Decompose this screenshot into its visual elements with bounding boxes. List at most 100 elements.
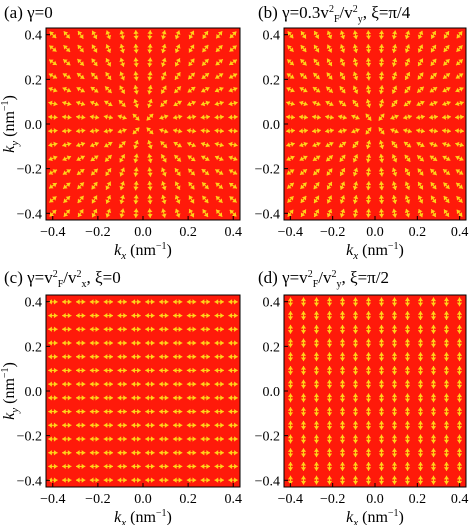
vector-arrow: [186, 326, 197, 332]
vector-arrow: [378, 462, 385, 471]
vector-arrow: [172, 367, 183, 374]
vector-arrow: [186, 354, 197, 360]
vector-arrow: [119, 154, 126, 163]
vector-arrow: [417, 352, 424, 362]
vector-arrow: [417, 72, 424, 80]
vector-arrow: [90, 86, 99, 93]
vector-arrow: [89, 450, 100, 456]
vector-arrow: [159, 114, 169, 120]
vector-arrow: [352, 85, 359, 94]
vector-arrow: [187, 168, 196, 176]
vector-arrow: [442, 114, 451, 120]
vector-arrow: [287, 462, 294, 471]
vector-arrow: [390, 128, 399, 134]
vector-arrow: [75, 381, 86, 387]
vector-arrow: [391, 324, 398, 334]
vector-arrow: [378, 194, 385, 204]
vector-arrow: [133, 194, 139, 205]
x-tick-label: 0.4: [451, 225, 469, 240]
x-tick-label: −0.2: [320, 492, 345, 507]
vector-arrow: [417, 58, 424, 67]
vector-arrow: [352, 366, 359, 375]
vector-arrow: [214, 312, 224, 319]
vector-arrow: [89, 100, 100, 107]
vector-arrow: [416, 154, 425, 162]
vector-arrow: [378, 366, 385, 375]
vector-arrow: [187, 86, 196, 93]
vector-arrow: [286, 100, 295, 107]
vector-arrow: [287, 31, 294, 39]
vector-arrow: [48, 408, 58, 415]
panel-c-title: (c) γ=v2F/v2x, ξ=0: [4, 268, 121, 290]
vector-arrow: [404, 208, 411, 218]
vector-arrow: [159, 367, 169, 374]
vector-arrow: [339, 58, 346, 67]
vector-arrow: [77, 208, 84, 218]
vector-arrow: [172, 299, 183, 305]
vector-arrow: [417, 338, 424, 348]
vector-arrow: [147, 181, 153, 191]
vector-arrow: [62, 395, 72, 401]
vector-arrow: [404, 181, 411, 190]
vector-arrow: [455, 100, 464, 107]
vector-arrow: [119, 85, 126, 94]
y-tick-label: 0.4: [25, 296, 43, 311]
vector-arrow: [352, 167, 359, 177]
vector-arrow: [75, 367, 86, 374]
vector-arrow: [48, 155, 58, 162]
vector-arrow: [200, 422, 211, 428]
vector-arrow: [49, 31, 57, 39]
vector-arrow: [117, 395, 127, 401]
vector-arrow: [378, 99, 385, 108]
vector-arrow: [300, 462, 307, 471]
vector-arrow: [48, 86, 58, 93]
vector-arrow: [404, 58, 411, 67]
vector-arrow: [443, 462, 450, 471]
vector-arrow: [300, 420, 307, 430]
vector-arrow: [48, 395, 58, 401]
vector-arrow: [228, 312, 238, 319]
vector-arrow: [90, 72, 99, 80]
vector-arrow: [186, 422, 197, 428]
vector-arrow: [117, 408, 127, 415]
vector-arrow: [326, 407, 333, 416]
vector-arrow: [133, 43, 139, 54]
vector-arrow: [299, 168, 308, 176]
vector-arrow: [145, 340, 155, 346]
vector-arrow: [352, 407, 359, 416]
vector-arrow: [352, 324, 359, 334]
vector-arrow: [228, 463, 238, 470]
vector-arrow: [131, 408, 141, 415]
vector-arrow: [429, 141, 438, 148]
vector-arrow: [313, 352, 320, 362]
vector-arrow: [214, 477, 224, 483]
vector-arrow: [105, 167, 112, 177]
vector-arrow: [90, 155, 99, 162]
vector-arrow: [62, 381, 72, 387]
vector-arrow: [89, 354, 100, 360]
vector-arrow: [326, 72, 333, 80]
vector-arrow: [378, 167, 385, 177]
vector-arrow: [417, 311, 424, 320]
vector-arrow: [339, 407, 346, 416]
vector-arrow: [339, 181, 346, 190]
vector-arrow: [429, 168, 438, 176]
vector-arrow: [89, 422, 100, 428]
vector-arrow: [456, 448, 463, 458]
vector-arrow: [160, 99, 168, 108]
vector-arrow: [76, 86, 85, 93]
vector-arrow: [443, 209, 450, 218]
vector-arrow: [159, 408, 169, 415]
vector-arrow: [339, 208, 346, 218]
vector-arrow: [147, 208, 153, 218]
vector-arrow: [456, 462, 463, 471]
vector-arrow: [76, 100, 86, 107]
vector-arrow: [62, 182, 71, 190]
vector-arrow: [201, 44, 209, 53]
vector-arrow: [287, 379, 294, 389]
vector-arrow: [326, 338, 333, 348]
vector-arrow: [201, 155, 210, 162]
vector-arrow: [404, 475, 411, 485]
vector-arrow: [172, 422, 183, 428]
vector-arrow: [160, 57, 167, 67]
